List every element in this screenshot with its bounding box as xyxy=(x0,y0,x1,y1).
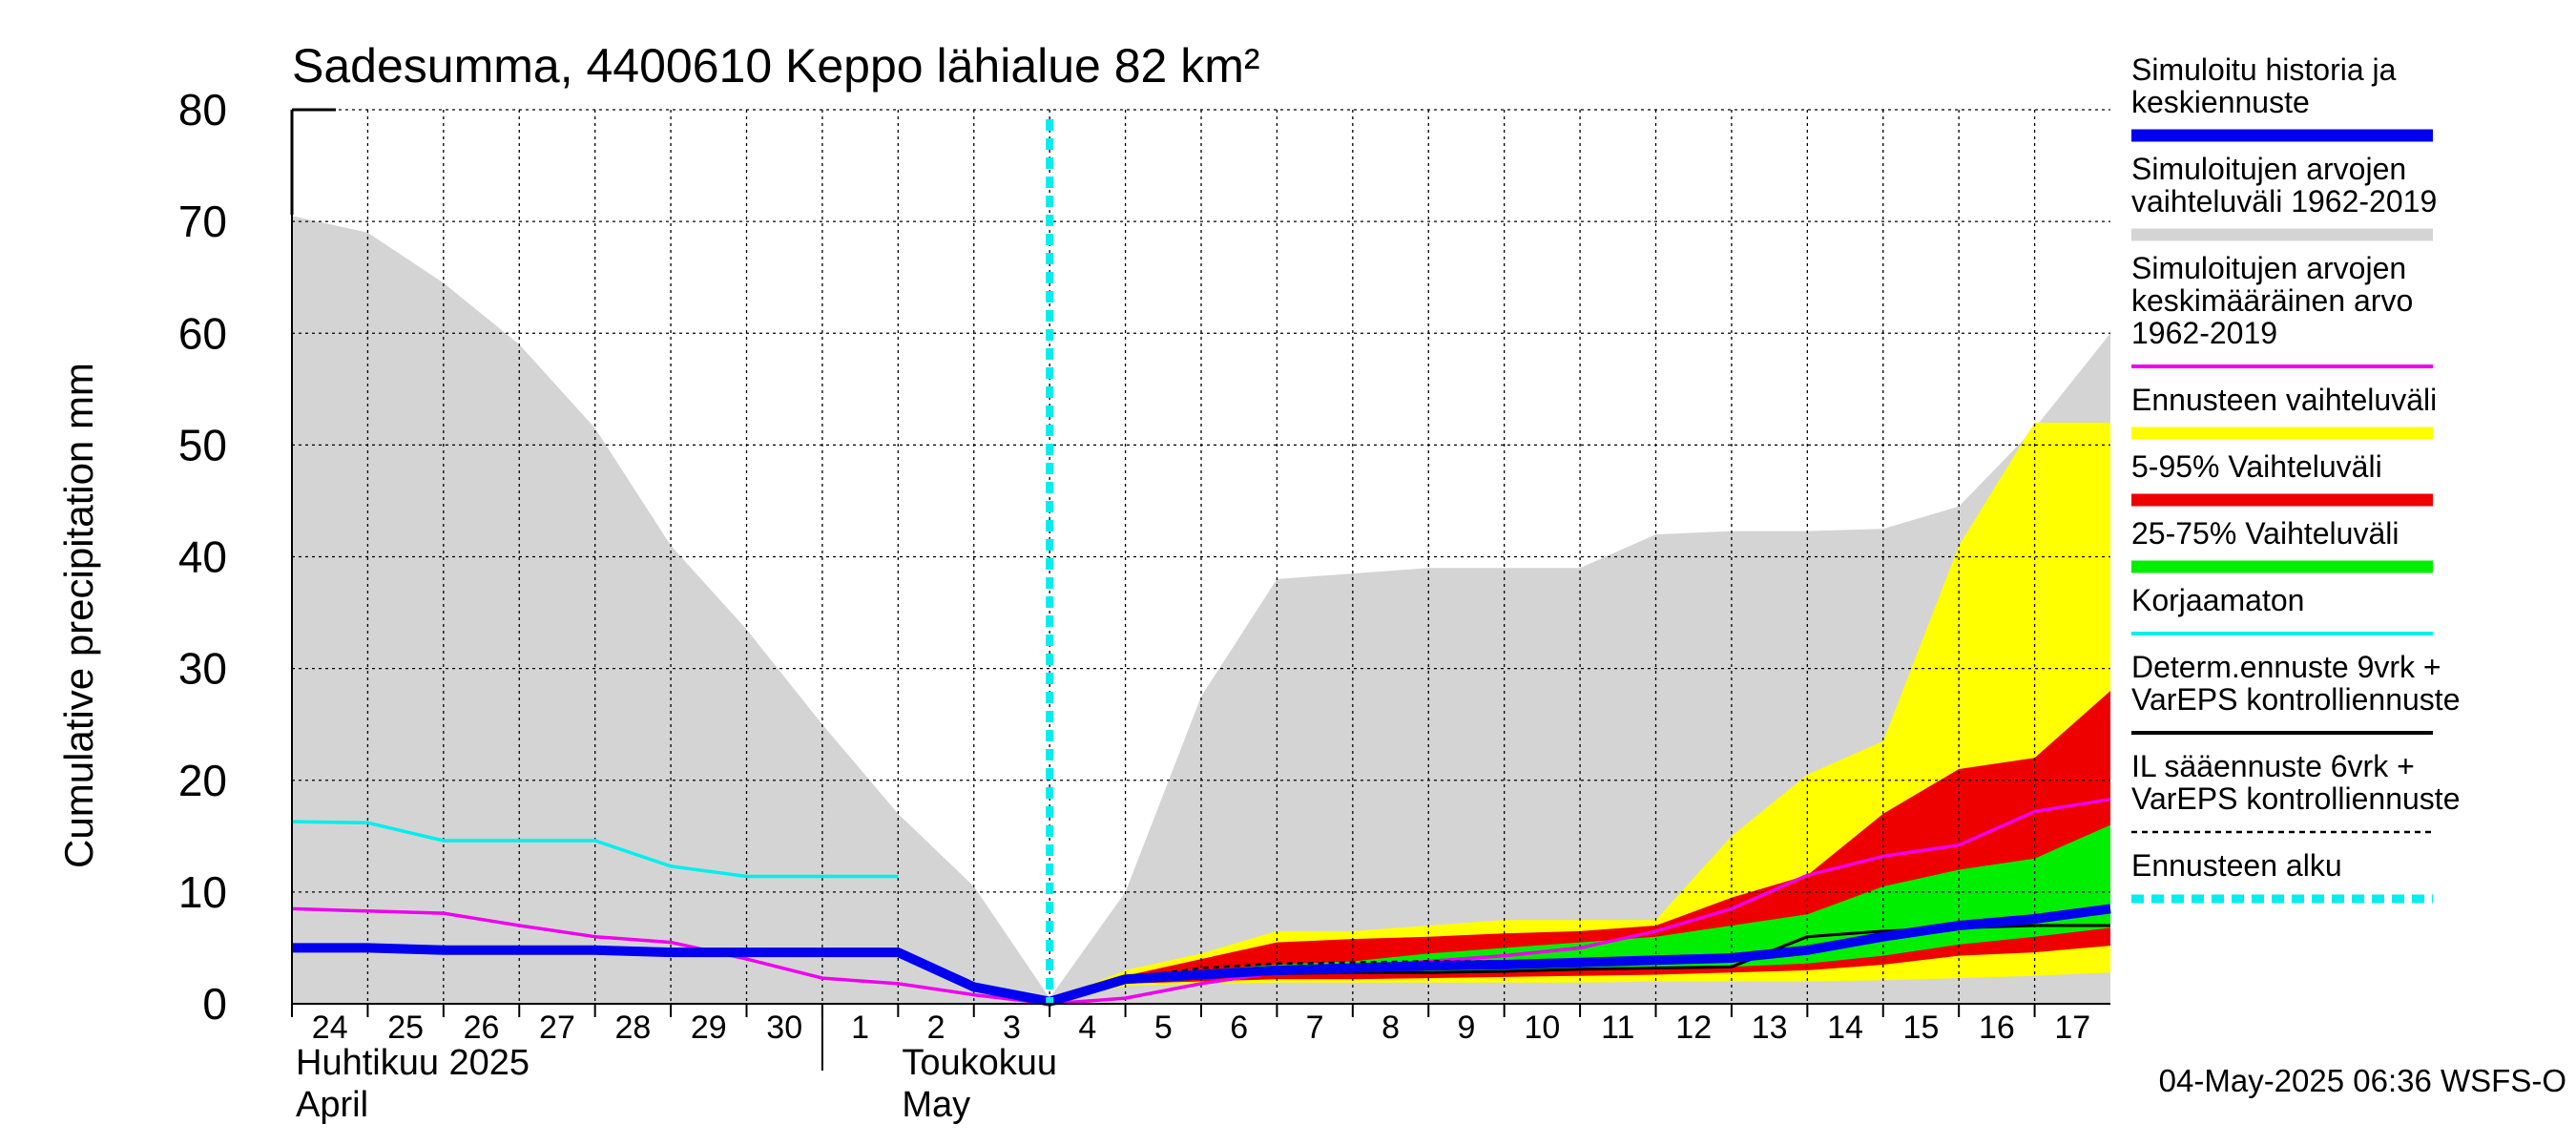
x-tick-label-13: 13 xyxy=(1752,1010,1788,1046)
line-simuloitujen-arvojen-keskim-r-inen-arvo-1962-2019 xyxy=(291,797,2111,1006)
legend-label-6: 25-75% Vaihteluväli xyxy=(2131,516,2399,551)
legend-label-1-line1: Simuloitu historia ja xyxy=(2131,52,2397,87)
legend-label-3-line2: keskimääräinen arvo xyxy=(2131,283,2413,318)
y-tick-label-10: 10 xyxy=(178,867,227,917)
y-tick-label-0: 0 xyxy=(202,979,227,1029)
legend-label-8-line2: VarEPS kontrolliennuste xyxy=(2131,682,2460,717)
x-tick-label-25: 25 xyxy=(387,1010,424,1046)
legend-label-1-line2: keskiennuste xyxy=(2131,85,2310,119)
x-tick-label-11: 11 xyxy=(1601,1010,1634,1046)
y-tick-label-50: 50 xyxy=(178,420,227,469)
x-tick-label-7: 7 xyxy=(1306,1010,1324,1046)
x-tick-label-28: 28 xyxy=(614,1010,651,1046)
x-tick-label-30: 30 xyxy=(766,1010,802,1046)
legend-label-7: Korjaamaton xyxy=(2131,583,2304,617)
x-tick-label-27: 27 xyxy=(539,1010,575,1046)
y-tick-label-30: 30 xyxy=(178,644,227,694)
y-tick-label-40: 40 xyxy=(178,532,227,582)
x-tick-label-1: 1 xyxy=(851,1010,869,1046)
legend-label-2-line2: vaihteluväli 1962-2019 xyxy=(2131,184,2437,219)
legend-label-9-line1: IL sääennuste 6vrk + xyxy=(2131,749,2415,783)
x-tick-label-2: 2 xyxy=(927,1010,945,1046)
month-label-2-line1: Toukokuu xyxy=(902,1043,1057,1083)
legend-label-10: Ennusteen alku xyxy=(2131,848,2342,883)
legend-label-2-line1: Simuloitujen arvojen xyxy=(2131,152,2406,186)
x-tick-label-12: 12 xyxy=(1675,1010,1712,1046)
series-lines xyxy=(291,119,2111,1007)
y-tick-label-80: 80 xyxy=(178,85,227,135)
legend-label-5: 5-95% Vaihteluväli xyxy=(2131,449,2382,484)
footer-timestamp: 04-May-2025 06:36 WSFS-O xyxy=(2159,1063,2566,1098)
x-tick-label-9: 9 xyxy=(1457,1010,1475,1046)
x-tick-label-26: 26 xyxy=(464,1010,500,1046)
x-axis-ticks: 24 25 26 27 28 29 30 1 2 3 4 5 6 7 8 9 10 11 12 13 14 15 16 17 xyxy=(291,1004,2090,1071)
x-tick-label-29: 29 xyxy=(691,1010,727,1046)
y-axis-label: Cumulative precipitation mm xyxy=(56,363,101,868)
band-25-75-vaihteluv-li xyxy=(1049,824,2110,1002)
chart-title: Sadesumma, 4400610 Keppo lähialue 82 km² xyxy=(292,39,1260,93)
x-tick-label-4: 4 xyxy=(1078,1010,1096,1046)
x-tick-label-16: 16 xyxy=(1979,1010,2015,1046)
x-tick-label-8: 8 xyxy=(1381,1010,1400,1046)
grid-lines xyxy=(292,109,2110,1004)
x-tick-label-5: 5 xyxy=(1154,1010,1173,1046)
y-tick-label-70: 70 xyxy=(178,197,227,246)
line-simuloitu-historia-ja-keskiennuste xyxy=(292,904,2111,1007)
y-tick-label-20: 20 xyxy=(178,756,227,805)
legend-label-4: Ennusteen vaihteluväli xyxy=(2131,383,2437,417)
x-tick-label-14: 14 xyxy=(1827,1010,1863,1046)
legend-label-9-line2: VarEPS kontrolliennuste xyxy=(2131,781,2460,816)
legend-label-8-line1: Determ.ennuste 9vrk + xyxy=(2131,650,2441,684)
x-tick-label-24: 24 xyxy=(312,1010,348,1046)
x-tick-label-15: 15 xyxy=(1903,1010,1940,1046)
line-korjaamaton xyxy=(291,820,899,879)
y-tick-label-60: 60 xyxy=(178,308,227,358)
month-label-1-line2: April xyxy=(296,1085,368,1125)
legend-label-3-line3: 1962-2019 xyxy=(2131,316,2277,350)
y-axis-ticks: 0 10 20 30 40 50 60 70 80 xyxy=(178,85,227,1029)
x-tick-label-6: 6 xyxy=(1230,1010,1248,1046)
x-tick-label-3: 3 xyxy=(1003,1010,1021,1046)
month-label-2-line2: May xyxy=(902,1085,970,1125)
legend-label-3-line1: Simuloitujen arvojen xyxy=(2131,251,2406,285)
month-label-1-line1: Huhtikuu 2025 xyxy=(296,1043,530,1083)
x-tick-label-10: 10 xyxy=(1524,1010,1560,1046)
x-tick-label-17: 17 xyxy=(2054,1010,2090,1046)
